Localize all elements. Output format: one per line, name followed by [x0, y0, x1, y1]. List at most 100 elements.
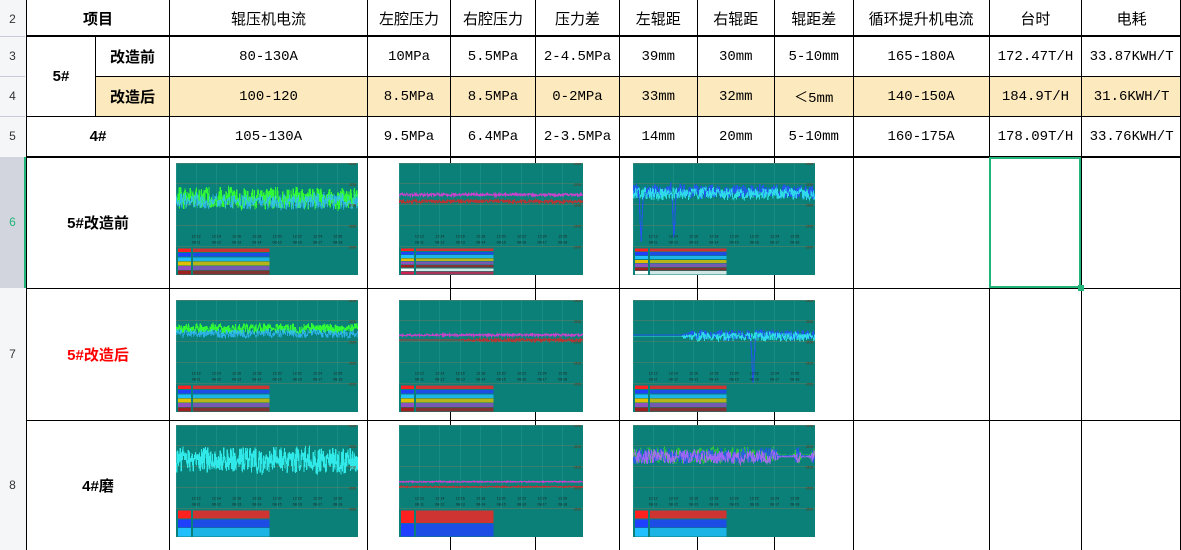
svg-text:12:16: 12:16 [456, 371, 465, 375]
svg-text:-200: -200 [348, 465, 357, 470]
svg-text:12:12: 12:12 [192, 496, 201, 500]
svg-text:08-16: 08-16 [750, 240, 759, 244]
svg-text:-200: -200 [573, 506, 582, 511]
svg-text:-200: -200 [805, 444, 814, 449]
svg-text:12:24: 12:24 [313, 234, 322, 238]
svg-text:12:22: 12:22 [750, 496, 759, 500]
svg-text:12:14: 12:14 [435, 371, 444, 375]
svg-text:12:18: 12:18 [476, 496, 485, 500]
svg-text:08-17: 08-17 [537, 502, 546, 506]
svg-text:12:22: 12:22 [517, 371, 526, 375]
svg-text:12:26: 12:26 [790, 496, 799, 500]
svg-text:12:26: 12:26 [558, 496, 567, 500]
svg-text:08-15: 08-15 [729, 502, 738, 506]
svg-text:12:12: 12:12 [192, 371, 201, 375]
svg-text:-200: -200 [348, 182, 357, 187]
svg-text:-200: -200 [573, 339, 582, 344]
svg-text:08-18: 08-18 [790, 502, 799, 506]
svg-text:08-17: 08-17 [770, 240, 779, 244]
svg-text:08-11: 08-11 [649, 377, 658, 381]
svg-text:-200: -200 [573, 319, 582, 324]
svg-text:12:18: 12:18 [476, 234, 485, 238]
svg-text:08-16: 08-16 [517, 502, 526, 506]
svg-text:08-13: 08-13 [232, 377, 241, 381]
svg-text:08-13: 08-13 [456, 377, 465, 381]
svg-text:-200: -200 [573, 163, 582, 166]
svg-text:12:12: 12:12 [649, 234, 658, 238]
svg-text:08-15: 08-15 [497, 377, 506, 381]
svg-text:08-17: 08-17 [313, 377, 322, 381]
svg-text:-200: -200 [348, 360, 357, 365]
svg-text:12:14: 12:14 [212, 496, 221, 500]
svg-text:12:24: 12:24 [538, 496, 547, 500]
svg-text:12:18: 12:18 [709, 234, 718, 238]
svg-text:08-11: 08-11 [192, 377, 201, 381]
svg-text:-200: -200 [348, 300, 357, 303]
svg-text:08-18: 08-18 [333, 377, 342, 381]
svg-text:08-18: 08-18 [790, 377, 799, 381]
svg-text:-200: -200 [573, 182, 582, 187]
svg-text:-200: -200 [805, 319, 814, 324]
svg-text:08-13: 08-13 [689, 502, 698, 506]
svg-text:08-11: 08-11 [192, 240, 201, 244]
svg-text:12:14: 12:14 [435, 496, 444, 500]
svg-text:12:20: 12:20 [497, 371, 506, 375]
svg-text:-200: -200 [805, 360, 814, 365]
svg-text:12:14: 12:14 [669, 496, 678, 500]
svg-text:12:26: 12:26 [558, 371, 567, 375]
svg-text:12:18: 12:18 [476, 371, 485, 375]
svg-text:12:24: 12:24 [538, 371, 547, 375]
svg-text:-200: -200 [805, 203, 814, 208]
svg-text:08-18: 08-18 [558, 502, 567, 506]
svg-text:-200: -200 [573, 444, 582, 449]
svg-text:12:22: 12:22 [517, 496, 526, 500]
svg-text:12:18: 12:18 [709, 371, 718, 375]
svg-text:12:16: 12:16 [232, 234, 241, 238]
svg-text:08-16: 08-16 [750, 377, 759, 381]
svg-text:08-18: 08-18 [558, 240, 567, 244]
svg-text:08-12: 08-12 [669, 240, 678, 244]
svg-text:08-15: 08-15 [497, 240, 506, 244]
svg-text:12:24: 12:24 [770, 496, 779, 500]
svg-text:12:20: 12:20 [497, 496, 506, 500]
svg-text:12:26: 12:26 [333, 496, 342, 500]
svg-text:08-17: 08-17 [313, 502, 322, 506]
svg-text:08-18: 08-18 [558, 377, 567, 381]
svg-text:12:20: 12:20 [730, 371, 739, 375]
svg-text:12:14: 12:14 [212, 371, 221, 375]
svg-text:08-11: 08-11 [415, 502, 424, 506]
svg-text:12:24: 12:24 [313, 371, 322, 375]
svg-text:12:18: 12:18 [252, 234, 261, 238]
svg-text:08-12: 08-12 [669, 502, 678, 506]
svg-text:-200: -200 [348, 163, 357, 166]
svg-text:12:14: 12:14 [212, 234, 221, 238]
svg-text:12:12: 12:12 [649, 371, 658, 375]
svg-text:-200: -200 [348, 425, 357, 428]
svg-text:12:16: 12:16 [456, 496, 465, 500]
svg-text:08-16: 08-16 [517, 377, 526, 381]
svg-text:08-17: 08-17 [770, 377, 779, 381]
svg-text:08-16: 08-16 [517, 240, 526, 244]
svg-text:12:12: 12:12 [415, 496, 424, 500]
svg-text:-200: -200 [348, 506, 357, 511]
svg-text:-200: -200 [573, 300, 582, 303]
svg-text:-200: -200 [348, 381, 357, 386]
svg-text:12:26: 12:26 [558, 234, 567, 238]
svg-text:12:12: 12:12 [192, 234, 201, 238]
svg-text:12:24: 12:24 [770, 234, 779, 238]
svg-text:08-14: 08-14 [709, 377, 718, 381]
svg-text:08-12: 08-12 [669, 377, 678, 381]
svg-text:08-12: 08-12 [435, 502, 444, 506]
svg-text:08-11: 08-11 [649, 502, 658, 506]
svg-text:08-15: 08-15 [272, 502, 281, 506]
svg-text:08-12: 08-12 [435, 240, 444, 244]
svg-text:08-14: 08-14 [476, 502, 485, 506]
svg-text:-200: -200 [348, 486, 357, 491]
svg-text:-200: -200 [805, 339, 814, 344]
svg-text:08-11: 08-11 [415, 377, 424, 381]
svg-text:-200: -200 [573, 381, 582, 386]
svg-text:12:26: 12:26 [790, 234, 799, 238]
svg-text:-200: -200 [573, 224, 582, 229]
svg-text:-200: -200 [805, 425, 814, 428]
svg-text:12:22: 12:22 [750, 371, 759, 375]
